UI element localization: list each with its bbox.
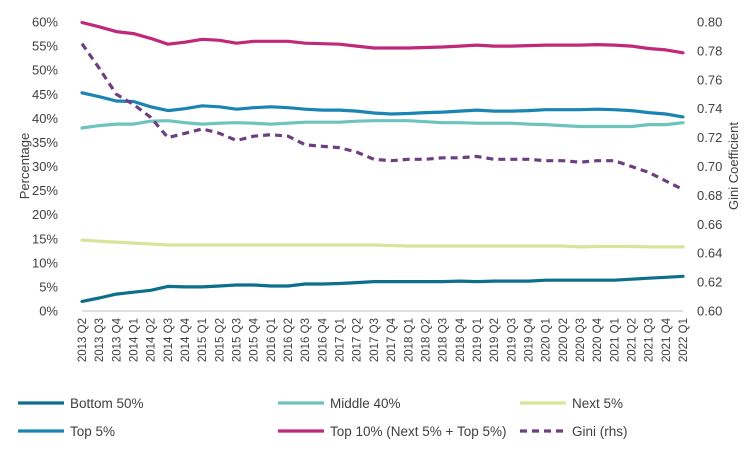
x-tick-label: 2013 Q2 — [77, 318, 89, 362]
x-tick-label: 2014 Q2 — [146, 318, 158, 362]
legend-label: Gini (rhs) — [572, 424, 628, 439]
x-tick-label: 2019 Q4 — [523, 317, 535, 362]
legend-label: Top 10% (Next 5% + Top 5%) — [330, 424, 506, 439]
axes: 0% 5% 10% 15% 20% 25% 30% 35% 40% 45% 50% 55% 60% 0.6… — [17, 15, 741, 363]
y2-tick-label: 0.60 — [697, 304, 722, 319]
y2-tick-label: 0.70 — [697, 159, 722, 174]
y-tick-label: 10% — [32, 255, 58, 270]
x-tick-label: 2016 Q1 — [266, 318, 278, 362]
x-tick-label: 2020 Q4 — [592, 317, 604, 362]
y-tick-label: 25% — [32, 183, 58, 198]
series-line — [80, 119, 685, 130]
x-tick-label: 2015 Q1 — [197, 318, 209, 362]
x-tick-label: 2018 Q2 — [420, 318, 432, 362]
x-tick-label: 2020 Q2 — [558, 318, 570, 362]
legend-label: Middle 40% — [330, 396, 401, 411]
y-tick-label: 55% — [32, 39, 58, 54]
legend: Bottom 50% Middle 40% Next 5% Top 5% Top 10%… — [18, 396, 628, 439]
x-tick-label: 2019 Q3 — [506, 318, 518, 362]
x-tick-label: 2015 Q4 — [249, 317, 261, 362]
y2-tick-label: 0.74 — [697, 101, 722, 116]
y-tick-label: 30% — [32, 159, 58, 174]
series-line — [80, 91, 685, 119]
x-tick-label: 2014 Q1 — [129, 318, 141, 362]
y2-tick-label: 0.80 — [697, 15, 722, 30]
y2-tick-label: 0.66 — [697, 217, 722, 232]
x-tick-label: 2017 Q3 — [369, 318, 381, 362]
y2-tick-label: 0.76 — [697, 72, 722, 87]
y2-tick-label: 0.72 — [697, 130, 722, 145]
x-tick-label: 2021 Q3 — [644, 318, 656, 362]
x-tick-label: 2020 Q1 — [541, 318, 553, 362]
x-tick-label: 2021 Q2 — [626, 318, 638, 362]
y-tick-label: 0% — [39, 304, 58, 319]
y-tick-label: 45% — [32, 87, 58, 102]
legend-label: Next 5% — [572, 396, 623, 411]
x-tick-label: 2021 Q4 — [661, 317, 673, 362]
x-tick-label: 2021 Q1 — [609, 318, 621, 362]
legend-label: Top 5% — [70, 424, 115, 439]
x-tick-label: 2017 Q4 — [386, 317, 398, 362]
y-tick-label: 5% — [39, 279, 58, 294]
x-tick-label: 2015 Q3 — [232, 318, 244, 362]
x-tick-label: 2017 Q1 — [335, 318, 347, 362]
x-tick-label: 2018 Q3 — [438, 318, 450, 362]
x-tick-label: 2019 Q2 — [489, 318, 501, 362]
series-line — [80, 238, 685, 249]
x-tick-label: 2017 Q2 — [352, 318, 364, 362]
y2-tick-label: 0.62 — [697, 275, 722, 290]
x-tick-label: 2016 Q4 — [317, 317, 329, 362]
x-tick-label: 2022 Q1 — [678, 318, 690, 362]
y-tick-label: 35% — [32, 135, 58, 150]
y-tick-label: 50% — [32, 63, 58, 78]
y-tick-label: 60% — [32, 15, 58, 30]
x-tick-label: 2014 Q4 — [180, 317, 192, 362]
series-line — [80, 20, 685, 55]
x-tick-label: 2018 Q1 — [403, 318, 415, 362]
x-tick-label: 2013 Q4 — [111, 317, 123, 362]
y-tick-label: 40% — [32, 111, 58, 126]
x-tick-label: 2015 Q2 — [214, 318, 226, 362]
y-tick-label: 20% — [32, 207, 58, 222]
x-tick-label: 2014 Q3 — [163, 318, 175, 362]
series-lines — [80, 20, 685, 303]
y-tick-label: 15% — [32, 231, 58, 246]
y2-tick-label: 0.64 — [697, 246, 722, 261]
x-tick-label: 2020 Q3 — [575, 318, 587, 362]
y2-axis-title: Gini Coefficient — [726, 122, 741, 210]
x-tick-label: 2016 Q2 — [283, 318, 295, 362]
x-tick-label: 2013 Q3 — [94, 318, 106, 362]
legend-label: Bottom 50% — [70, 396, 144, 411]
y2-tick-label: 0.78 — [697, 43, 722, 58]
y2-tick-label: 0.68 — [697, 188, 722, 203]
series-line — [80, 42, 684, 192]
y-axis-title: Percentage — [17, 133, 32, 200]
x-tick-label: 2019 Q1 — [472, 318, 484, 362]
x-tick-label: 2018 Q4 — [455, 317, 467, 362]
x-tick-label: 2016 Q3 — [300, 318, 312, 362]
series-line — [80, 274, 685, 303]
